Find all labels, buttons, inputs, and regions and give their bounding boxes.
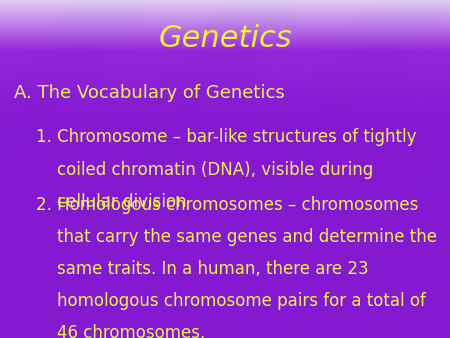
Text: coiled chromatin (DNA), visible during: coiled chromatin (DNA), visible during xyxy=(36,161,373,178)
Text: 46 chromosomes.: 46 chromosomes. xyxy=(36,324,205,338)
Text: cellular division: cellular division xyxy=(36,193,187,211)
Text: that carry the same genes and determine the: that carry the same genes and determine … xyxy=(36,228,437,246)
Text: A. The Vocabulary of Genetics: A. The Vocabulary of Genetics xyxy=(14,84,284,102)
Text: 1. Chromosome – bar-like structures of tightly: 1. Chromosome – bar-like structures of t… xyxy=(36,128,417,146)
Text: same traits. In a human, there are 23: same traits. In a human, there are 23 xyxy=(36,260,369,278)
Text: 2. Homologous chromosomes – chromosomes: 2. Homologous chromosomes – chromosomes xyxy=(36,196,419,214)
Text: homologous chromosome pairs for a total of: homologous chromosome pairs for a total … xyxy=(36,292,426,310)
Text: Genetics: Genetics xyxy=(158,24,292,53)
